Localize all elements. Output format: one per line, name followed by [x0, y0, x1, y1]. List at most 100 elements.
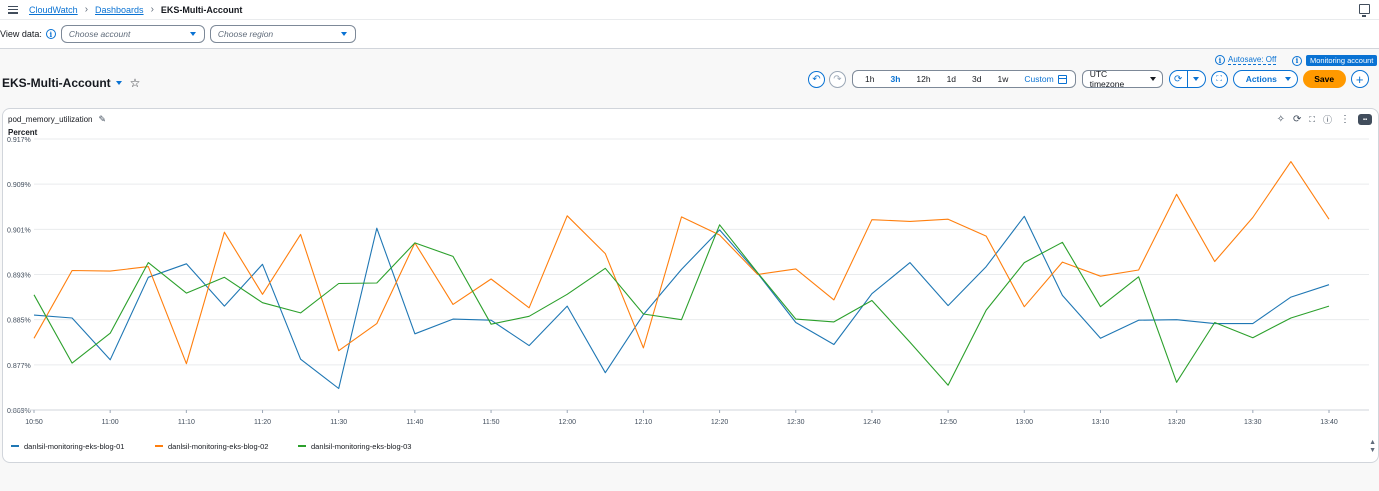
timezone-select[interactable]: UTC timezone: [1081, 69, 1163, 89]
widget-title: pod_memory_utilization ✎: [8, 114, 106, 125]
x-tick-label: 13:20: [1168, 419, 1186, 426]
plus-icon[interactable]: +: [1350, 70, 1369, 88]
x-tick-label: 11:10: [178, 419, 195, 426]
time-range-1w[interactable]: 1w: [997, 74, 1009, 84]
save-button[interactable]: Save: [1302, 70, 1346, 88]
expand-icon[interactable]: ⛶: [1309, 114, 1315, 124]
widget-title-text: pod_memory_utilization: [8, 115, 93, 124]
view-data-bar: View data: i Choose account Choose regio…: [0, 20, 1379, 49]
caret-down-icon[interactable]: [115, 81, 122, 85]
hamburger-icon[interactable]: [8, 5, 18, 14]
y-axis-label: Percent: [8, 128, 38, 137]
actions-label: Actions: [1245, 74, 1277, 84]
series-line-2: [33, 161, 1330, 365]
legend-scroll[interactable]: ▲ ▼: [1369, 439, 1376, 454]
x-tick-label: 12:40: [863, 419, 881, 426]
y-tick-label: 0.893%: [7, 273, 31, 280]
autosave-status[interactable]: i Autosave: Off: [1215, 55, 1277, 65]
time-range-selector: 1h 3h 12h 1d 3d 1w Custom: [852, 70, 1076, 88]
info-icon[interactable]: i: [45, 29, 56, 39]
undo-icon[interactable]: ↶: [808, 70, 825, 88]
breadcrumb-cloudwatch[interactable]: CloudWatch: [29, 4, 78, 15]
metric-widget: Percent 0.917% 0.909% 0.901% 0.893% 0.885% 0.8…: [2, 108, 1379, 463]
x-tick-label: 11:30: [330, 419, 347, 426]
x-tick-label: 13:40: [1320, 419, 1338, 426]
refresh-icon[interactable]: ⟳: [1292, 114, 1302, 125]
region-select-placeholder: Choose region: [217, 29, 274, 39]
info-icon: i: [1215, 55, 1225, 65]
breadcrumb-dashboards[interactable]: Dashboards: [95, 4, 144, 15]
y-tick-label: 0.877%: [7, 363, 31, 370]
x-tick-label: 11:50: [483, 419, 500, 426]
chevron-right-icon: ›: [84, 4, 89, 15]
y-tick-label: 0.917%: [7, 137, 31, 144]
autosave-text: Autosave: Off: [1228, 55, 1277, 65]
breadcrumb-bar: CloudWatch › Dashboards › EKS-Multi-Acco…: [0, 0, 1379, 20]
x-tick-label: 12:20: [711, 419, 729, 426]
region-select[interactable]: Choose region: [209, 25, 356, 43]
x-tick-label: 11:40: [406, 419, 423, 426]
widget-tools: ✧ ⟳ ⛶ ⓘ ⋮ ▪▪: [1277, 113, 1372, 126]
x-tick-label: 12:30: [787, 419, 805, 426]
refresh-interval-dropdown[interactable]: [1186, 71, 1205, 87]
chat-icon[interactable]: ▪▪: [1358, 114, 1372, 125]
save-label: Save: [1314, 74, 1335, 84]
account-select[interactable]: Choose account: [60, 25, 205, 43]
y-tick-label: 0.885%: [7, 318, 31, 325]
caret-down-icon: [189, 32, 196, 36]
x-tick-label: 12:10: [635, 419, 653, 426]
time-custom-label: Custom: [1024, 74, 1054, 84]
info-icon[interactable]: i: [1292, 55, 1302, 66]
x-tick-label: 11:20: [254, 419, 271, 426]
breadcrumb-current: EKS-Multi-Account: [160, 4, 243, 15]
account-select-placeholder: Choose account: [68, 29, 131, 39]
x-tick-label: 13:10: [1092, 419, 1110, 426]
monitoring-account-badge: Monitoring account: [1306, 55, 1378, 66]
x-tick-label: 11:00: [102, 419, 119, 426]
series-line-3: [33, 224, 1330, 386]
time-range-1d[interactable]: 1d: [946, 74, 957, 84]
y-tick-label: 0.909%: [7, 182, 31, 189]
time-range-1h[interactable]: 1h: [865, 74, 875, 84]
dashboard-title: EKS-Multi-Account ☆: [2, 76, 140, 90]
y-tick-label: 0.901%: [7, 227, 31, 234]
timezone-label: UTC timezone: [1089, 69, 1125, 89]
dashboard-title-text: EKS-Multi-Account: [2, 76, 111, 90]
series-line-1: [33, 215, 1330, 390]
legend-item: danlsil-monitoring-eks-blog-02: [168, 442, 268, 451]
external-window-icon[interactable]: [1359, 4, 1370, 17]
view-data-label: View data:: [0, 29, 42, 39]
legend-item: danlsil-monitoring-eks-blog-03: [311, 442, 411, 451]
x-tick-label: 12:00: [558, 419, 576, 426]
time-range-3h[interactable]: 3h: [890, 74, 901, 84]
caret-down-icon: [1284, 77, 1291, 81]
x-tick-label: 13:00: [1016, 419, 1034, 426]
actions-button[interactable]: Actions: [1232, 70, 1298, 88]
x-tick-label: 12:50: [939, 419, 957, 426]
calendar-icon: [1057, 74, 1067, 84]
sparkle-icon[interactable]: ✧: [1276, 114, 1285, 125]
chevron-right-icon: ›: [150, 4, 154, 15]
caret-down-icon: [340, 32, 347, 36]
dashboard-toolbar: ↶ ↷ 1h 3h 12h 1d 3d 1w Custom UTC timezone ⟳ …: [808, 69, 1369, 89]
refresh-icon[interactable]: ⟳: [1173, 73, 1183, 85]
refresh-button-group: ⟳: [1168, 70, 1206, 88]
time-range-12h[interactable]: 12h: [916, 74, 931, 84]
caret-down-icon: [1193, 77, 1200, 81]
x-tick-label: 13:30: [1244, 419, 1262, 426]
info-icon[interactable]: ⓘ: [1322, 115, 1332, 125]
redo-icon: ↷: [829, 70, 846, 88]
x-tick-label: 10:50: [25, 419, 43, 426]
monitoring-account: i Monitoring account: [1292, 55, 1378, 66]
fullscreen-icon[interactable]: ⛶: [1210, 70, 1228, 88]
y-tick-label: 0.869%: [7, 408, 31, 415]
breadcrumb: CloudWatch › Dashboards › EKS-Multi-Acco…: [29, 4, 242, 15]
more-vert-icon[interactable]: ⋮: [1340, 114, 1350, 125]
pencil-icon[interactable]: ✎: [98, 114, 107, 124]
time-custom[interactable]: Custom: [1016, 74, 1070, 84]
caret-down-icon: [1149, 77, 1156, 81]
star-icon[interactable]: ☆: [129, 76, 141, 90]
time-range-3d[interactable]: 3d: [972, 74, 982, 84]
legend-item: danlsil-monitoring-eks-blog-01: [24, 442, 124, 451]
